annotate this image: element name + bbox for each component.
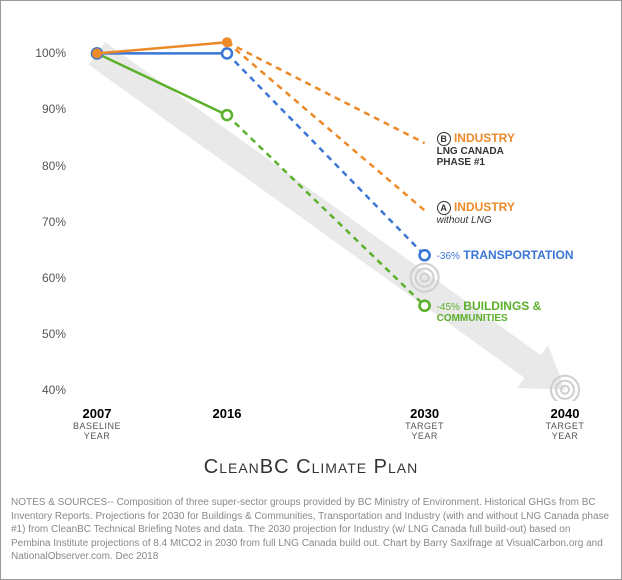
y-tick-label: 90% [21,102,66,116]
data-point [92,48,102,58]
series-end-label: A INDUSTRYwithout LNG [437,200,515,226]
y-axis: 40% 50% 60% 70% 80% 90% 100% [21,31,66,401]
series-line [227,42,425,143]
y-tick-label: 100% [21,46,66,60]
chart-title: CleanBC Climate Plan [1,456,621,479]
series-end-label: -36% TRANSPORTATION [437,248,574,262]
data-point [222,110,232,120]
chart-plot-area: B INDUSTRYLNG CANADAPHASE #1 A INDUSTRYwi… [71,31,591,401]
x-tick-label: 2040TARGETYEAR [525,406,605,441]
y-tick-label: 40% [21,383,66,397]
y-tick-label: 70% [21,215,66,229]
y-tick-label: 60% [21,271,66,285]
y-tick-label: 80% [21,159,66,173]
data-point [420,301,430,311]
data-point [420,250,430,260]
x-axis: 2007BASELINEYEAR20162030TARGETYEAR2040TA… [71,406,591,446]
notes-sources: NOTES & SOURCES-- Composition of three s… [11,496,611,564]
series-end-label: -45% BUILDINGS &COMMUNITIES [437,299,542,324]
chart-container: 40% 50% 60% 70% 80% 90% 100% B INDUSTRYLNG CAN… [0,0,622,580]
x-tick-label: 2030TARGETYEAR [385,406,465,441]
x-tick-label: 2016 [187,406,267,421]
x-tick-label: 2007BASELINEYEAR [57,406,137,441]
y-tick-label: 50% [21,327,66,341]
series-line [227,115,425,306]
data-point [222,48,232,58]
series-end-label: B INDUSTRYLNG CANADAPHASE #1 [437,131,515,168]
series-line [97,42,227,53]
data-point [222,37,232,47]
